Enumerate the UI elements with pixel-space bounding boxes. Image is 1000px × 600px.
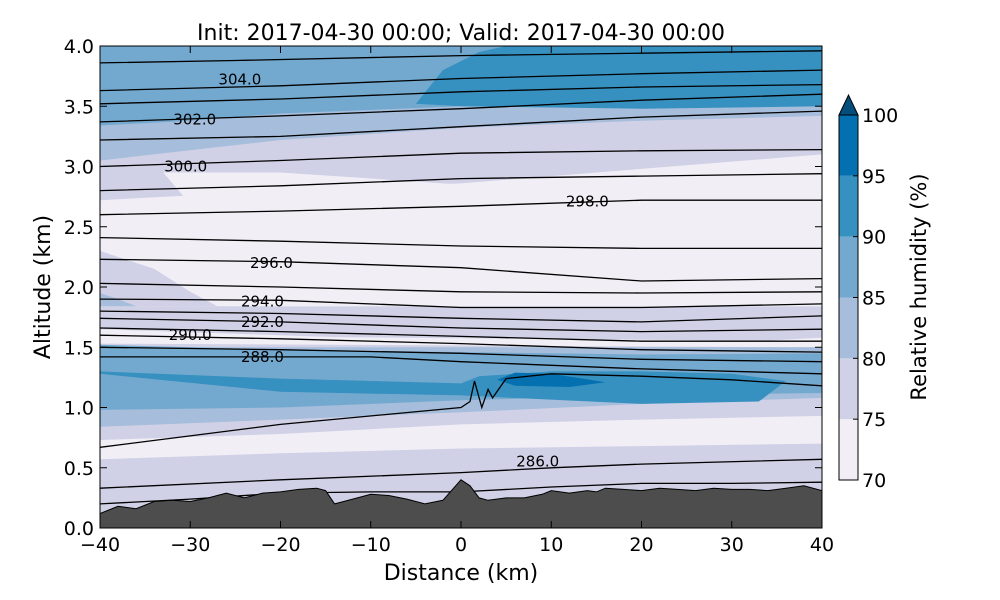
x-tick-label: −20 xyxy=(260,534,300,556)
rh-region-90 xyxy=(100,371,786,404)
colorbar-segment-95 xyxy=(839,115,858,176)
colorbar-tick-label: 75 xyxy=(862,409,886,431)
terrain-fill xyxy=(100,479,822,528)
x-tick-label: −40 xyxy=(80,534,120,556)
colorbar-tick-label: 90 xyxy=(862,227,886,249)
theta-contour-287 xyxy=(100,373,822,448)
contour-label-300.0: 300.0 xyxy=(164,158,207,176)
chart-title: Init: 2017-04-30 00:00; Valid: 2017-04-3… xyxy=(197,21,725,46)
x-tick-label: 30 xyxy=(720,534,744,556)
contour-label-286.0: 286.0 xyxy=(516,453,559,471)
x-tick-label: 20 xyxy=(629,534,653,556)
y-tick-label: 3.5 xyxy=(64,96,94,118)
y-tick-label: 1.0 xyxy=(64,398,94,420)
theta-contour-288 xyxy=(100,356,822,375)
x-tick-label: 0 xyxy=(455,534,467,556)
x-tick-label: −30 xyxy=(170,534,210,556)
rh-region-70 xyxy=(163,168,822,307)
contour-label-288.0: 288.0 xyxy=(241,348,284,366)
theta-contour-298 xyxy=(100,199,822,216)
contour-label-296.0: 296.0 xyxy=(250,254,293,272)
x-axis-label: Distance (km) xyxy=(384,561,539,586)
colorbar-tick-label: 70 xyxy=(862,470,886,492)
colorbar-segment-90 xyxy=(839,175,858,237)
x-tick-label: 40 xyxy=(810,534,834,556)
axes: −40 −30 −20 −10 0 10 20 30 40 0.0 0.5 1.0 1.5 2.0 2.5 3… xyxy=(64,36,834,556)
theta-contour-289 xyxy=(100,346,822,363)
contour-label-298.0: 298.0 xyxy=(566,192,609,210)
theta-contour-293 xyxy=(100,310,822,323)
theta-contour-300 xyxy=(100,148,822,168)
colorbar-tick-label: 100 xyxy=(862,105,898,127)
theta-contour-304 xyxy=(100,50,822,64)
x-tick-label: 10 xyxy=(539,534,563,556)
y-tick-label: 0.5 xyxy=(64,458,94,480)
theta-contour-296 xyxy=(100,258,822,282)
contour-label-294.0: 294.0 xyxy=(241,292,284,310)
theta-contour-302 xyxy=(100,93,822,123)
theta-contour-292 xyxy=(100,317,822,333)
x-tick-label: −10 xyxy=(351,534,391,556)
theta-contour-302.5 xyxy=(100,83,822,105)
y-tick-label: 4.0 xyxy=(64,36,94,58)
y-tick-label: 0.0 xyxy=(64,518,94,540)
plot-area: 304.0 302.0 300.0 298.0 296.0 294.0 292.0 290.0… xyxy=(100,46,822,528)
rh-region-75 xyxy=(100,306,822,348)
colorbar: 70 75 80 85 90 95 100 xyxy=(838,93,898,492)
contour-label-292.0: 292.0 xyxy=(241,313,284,331)
theta-contour-299 xyxy=(100,173,822,192)
colorbar-segment-75 xyxy=(839,358,858,420)
theta-contour-297 xyxy=(100,236,822,250)
colorbar-label: Relative humidity (%) xyxy=(907,173,931,400)
colorbar-segment-70 xyxy=(839,419,858,480)
rh-region-90 xyxy=(415,46,822,109)
contour-label-304.0: 304.0 xyxy=(218,71,261,89)
contour-label-290.0: 290.0 xyxy=(169,326,212,344)
y-tick-label: 1.5 xyxy=(64,337,94,359)
colorbar-tick-label: 95 xyxy=(862,166,886,188)
contour-label-302.0: 302.0 xyxy=(173,111,216,129)
colorbar-segment-80 xyxy=(839,297,858,359)
rh-region-75 xyxy=(100,250,218,307)
theta-contour-294 xyxy=(100,298,822,309)
colorbar-tick-label: 80 xyxy=(862,348,886,370)
theta-contour-295 xyxy=(100,282,822,294)
colorbar-tick-label: 85 xyxy=(862,288,886,310)
theta-contour-303 xyxy=(100,69,822,92)
colorbar-segment-85 xyxy=(839,236,858,298)
theta-contour-286 xyxy=(100,458,822,489)
y-tick-label: 2.0 xyxy=(64,277,94,299)
theta-contour-291 xyxy=(100,327,822,342)
y-axis-label: Altitude (km) xyxy=(31,215,56,359)
theta-contour-290 xyxy=(100,334,822,353)
y-tick-label: 3.0 xyxy=(64,157,94,179)
colorbar-extend-arrow xyxy=(838,93,859,116)
y-tick-label: 2.5 xyxy=(64,217,94,239)
theta-contour-301 xyxy=(100,110,822,141)
